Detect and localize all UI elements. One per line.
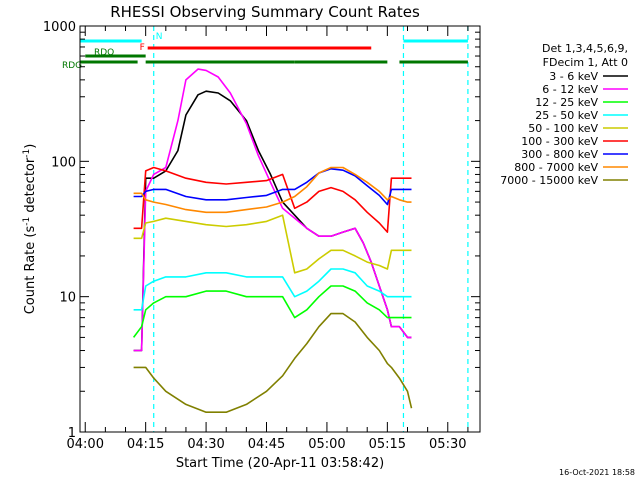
legend-label-8: 7000 - 15000 keV	[500, 174, 598, 187]
legend-label-7: 800 - 7000 keV	[514, 161, 598, 174]
y-axis-label-mid: detector	[23, 157, 38, 217]
x-tick-label-3: 04:45	[248, 437, 285, 452]
flag-label-n: N	[156, 32, 163, 42]
y-axis-label-end: )	[23, 144, 38, 149]
y-axis-label: Count Rate (s-1 detector-1)	[22, 144, 38, 315]
x-tick-label-5: 05:15	[369, 437, 406, 452]
legend-label-3: 25 - 50 keV	[535, 109, 598, 122]
series-line-8	[133, 312, 413, 414]
legend-label-5: 100 - 300 keV	[521, 135, 598, 148]
legend-label-1: 6 - 12 keV	[542, 83, 598, 96]
legend: Det 1,3,4,5,6,9, FDecim 1, Att 0 3 - 6 k…	[500, 42, 628, 187]
legend-label-0: 3 - 6 keV	[549, 70, 598, 83]
flag-label-rdg: RDG	[62, 61, 82, 71]
plot-layer: N F RDO RDG	[62, 26, 469, 432]
flag-label-f: F	[140, 43, 145, 53]
flag-label-rdo: RDO	[94, 48, 114, 58]
series-line-2	[132, 285, 412, 338]
x-tick-label-0: 04:00	[67, 437, 104, 452]
series-line-1	[133, 68, 412, 352]
y-axis-label-sup1: -1	[22, 217, 32, 226]
legend-header-detectors: Det 1,3,4,5,6,9,	[542, 42, 628, 55]
y-tick-label-1: 10	[59, 291, 76, 306]
series-line-7	[133, 166, 412, 214]
x-axis-label: Start Time (20-Apr-11 03:58:42)	[176, 456, 384, 471]
chart-title: RHESSI Observing Summary Count Rates	[110, 3, 420, 21]
series-line-3	[133, 268, 412, 311]
y-axis-label-main: Count Rate (s	[23, 226, 38, 315]
series-line-6	[133, 168, 412, 206]
y-tick-label-3: 1000	[43, 20, 76, 35]
series-line-5	[133, 166, 412, 233]
legend-label-2: 12 - 25 keV	[535, 96, 598, 109]
x-tick-label-2: 04:30	[187, 437, 224, 452]
legend-header-decimation: FDecim 1, Att 0	[543, 56, 628, 69]
footer-date: 16-Oct-2021 18:58	[559, 468, 635, 477]
y-tick-label-0: 1	[68, 426, 76, 441]
legend-label-4: 50 - 100 keV	[528, 122, 598, 135]
x-tick-label-1: 04:15	[127, 437, 164, 452]
y-tick-label-2: 100	[51, 155, 76, 170]
series-line-4	[133, 214, 412, 274]
y-axis-label-sup2: -1	[22, 149, 32, 158]
plot-frame	[79, 25, 481, 433]
x-tick-label-6: 05:30	[429, 437, 466, 452]
x-tick-label-4: 05:00	[308, 437, 345, 452]
legend-label-6: 300 - 800 keV	[521, 148, 598, 161]
axis-layer: 1 10 100 1000 04:00 04:15 04:30 04:45 05:00 05:15…	[43, 20, 480, 452]
